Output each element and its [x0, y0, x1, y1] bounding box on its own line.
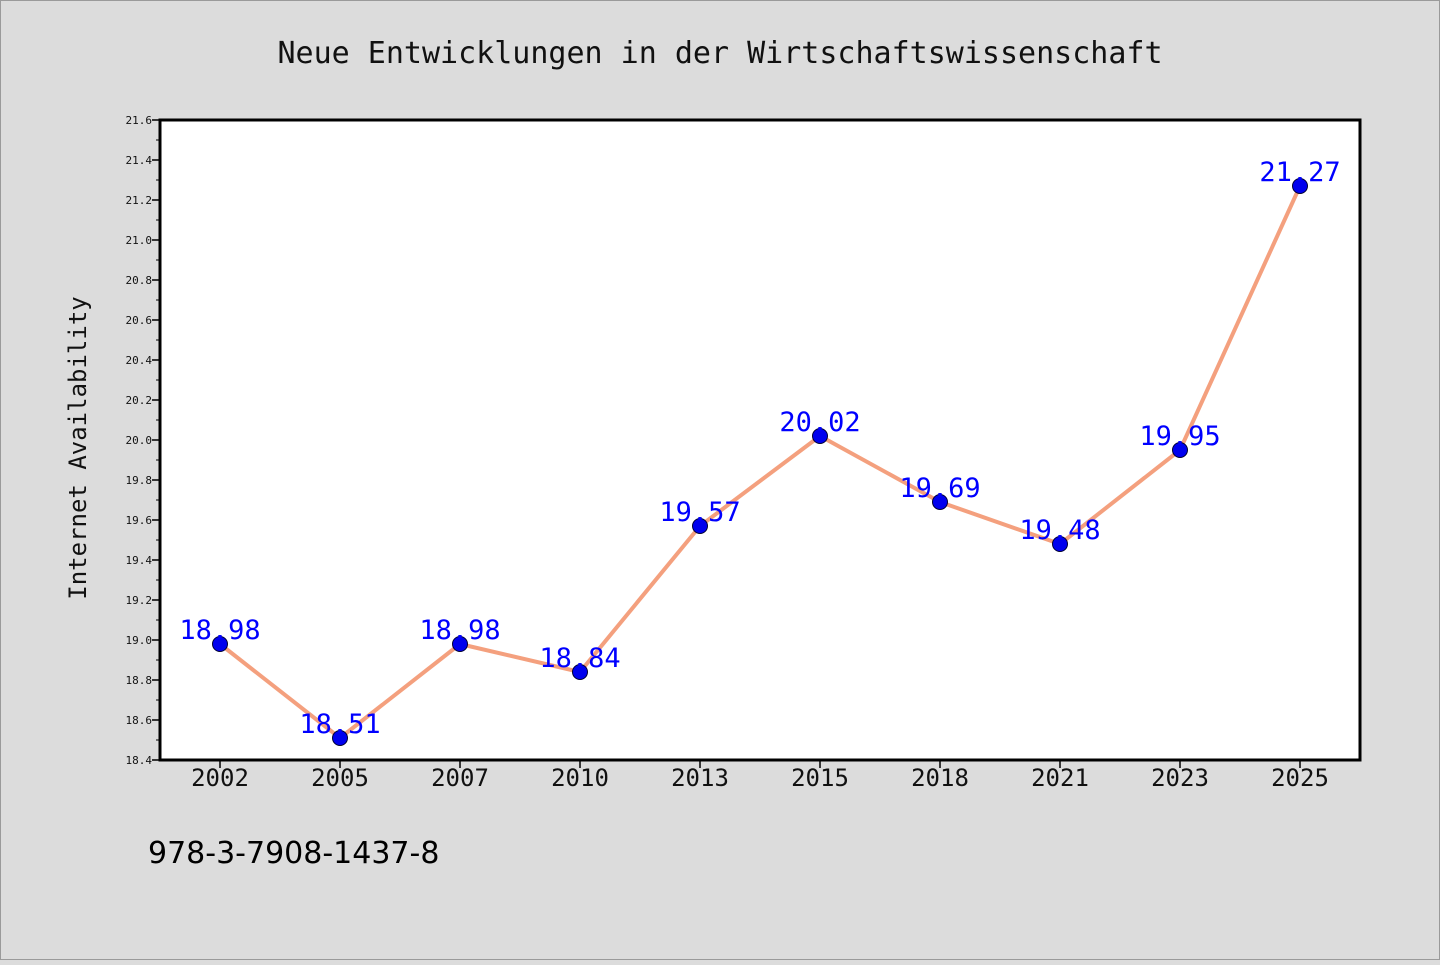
x-tick-label: 2013 — [671, 764, 729, 792]
data-label: 18.51 — [299, 709, 380, 740]
data-point — [692, 518, 708, 534]
x-tick-label: 2023 — [1151, 764, 1209, 792]
y-tick-label: 21.6 — [126, 114, 153, 127]
y-tick-label: 20.0 — [126, 434, 153, 447]
data-point — [452, 636, 468, 652]
data-label: 20.02 — [779, 407, 860, 438]
x-tick-label: 2025 — [1271, 764, 1329, 792]
y-tick-label: 19.8 — [126, 474, 153, 487]
data-point — [1052, 536, 1068, 552]
data-point — [212, 636, 228, 652]
y-tick-label: 19.0 — [126, 634, 153, 647]
x-tick-label: 2010 — [551, 764, 609, 792]
x-axis-ticks: 2002 2005 2007 2010 2013 2015 2018 2021 2023 2025 — [191, 760, 1329, 792]
y-tick-label: 21.2 — [126, 194, 153, 207]
data-label: 19.48 — [1019, 515, 1100, 546]
y-tick-label: 18.4 — [126, 754, 153, 767]
x-tick-label: 2015 — [791, 764, 849, 792]
y-axis-label: Internet Availability — [64, 296, 92, 599]
plot-area — [158, 118, 1362, 762]
y-tick-label: 20.8 — [126, 274, 153, 287]
x-tick-label: 2002 — [191, 764, 249, 792]
y-tick-label: 21.4 — [126, 154, 153, 167]
y-tick-label: 18.6 — [126, 714, 153, 727]
data-label: 19.95 — [1139, 421, 1220, 452]
data-label: 19.69 — [899, 473, 980, 504]
x-tick-label: 2021 — [1031, 764, 1089, 792]
isbn-label: 978-3-7908-1437-8 — [148, 836, 440, 871]
y-axis-ticks: 18.4 18.6 18.8 19.0 19.2 19.4 19.6 19.8 20.0 20.2… — [126, 114, 160, 767]
series-layer: 18.98 18.51 18.98 18.84 19.57 20.02 19.69 19.48… — [179, 157, 1341, 746]
x-tick-label: 2005 — [311, 764, 369, 792]
data-label: 18.98 — [179, 615, 260, 646]
x-tick-label: 2007 — [431, 764, 489, 792]
data-label: 21.27 — [1259, 157, 1340, 188]
data-point — [1292, 178, 1308, 194]
y-tick-label: 18.8 — [126, 674, 153, 687]
y-tick-label: 19.6 — [126, 514, 153, 527]
data-point — [932, 494, 948, 510]
y-tick-label: 20.2 — [126, 394, 153, 407]
y-tick-label: 21.0 — [126, 234, 153, 247]
data-point — [572, 664, 588, 680]
data-label: 18.98 — [419, 615, 500, 646]
data-point — [332, 730, 348, 746]
y-tick-label: 20.4 — [126, 354, 153, 367]
data-point — [812, 428, 828, 444]
y-tick-label: 19.4 — [126, 554, 153, 567]
data-label: 19.57 — [659, 497, 740, 528]
chart-title: Neue Entwicklungen in der Wirtschaftswis… — [277, 36, 1162, 71]
y-tick-label: 19.2 — [126, 594, 153, 607]
data-label: 18.84 — [539, 643, 620, 674]
series-line — [218, 185, 1302, 740]
data-point — [1172, 442, 1188, 458]
x-tick-label: 2018 — [911, 764, 969, 792]
y-tick-label: 20.6 — [126, 314, 153, 327]
